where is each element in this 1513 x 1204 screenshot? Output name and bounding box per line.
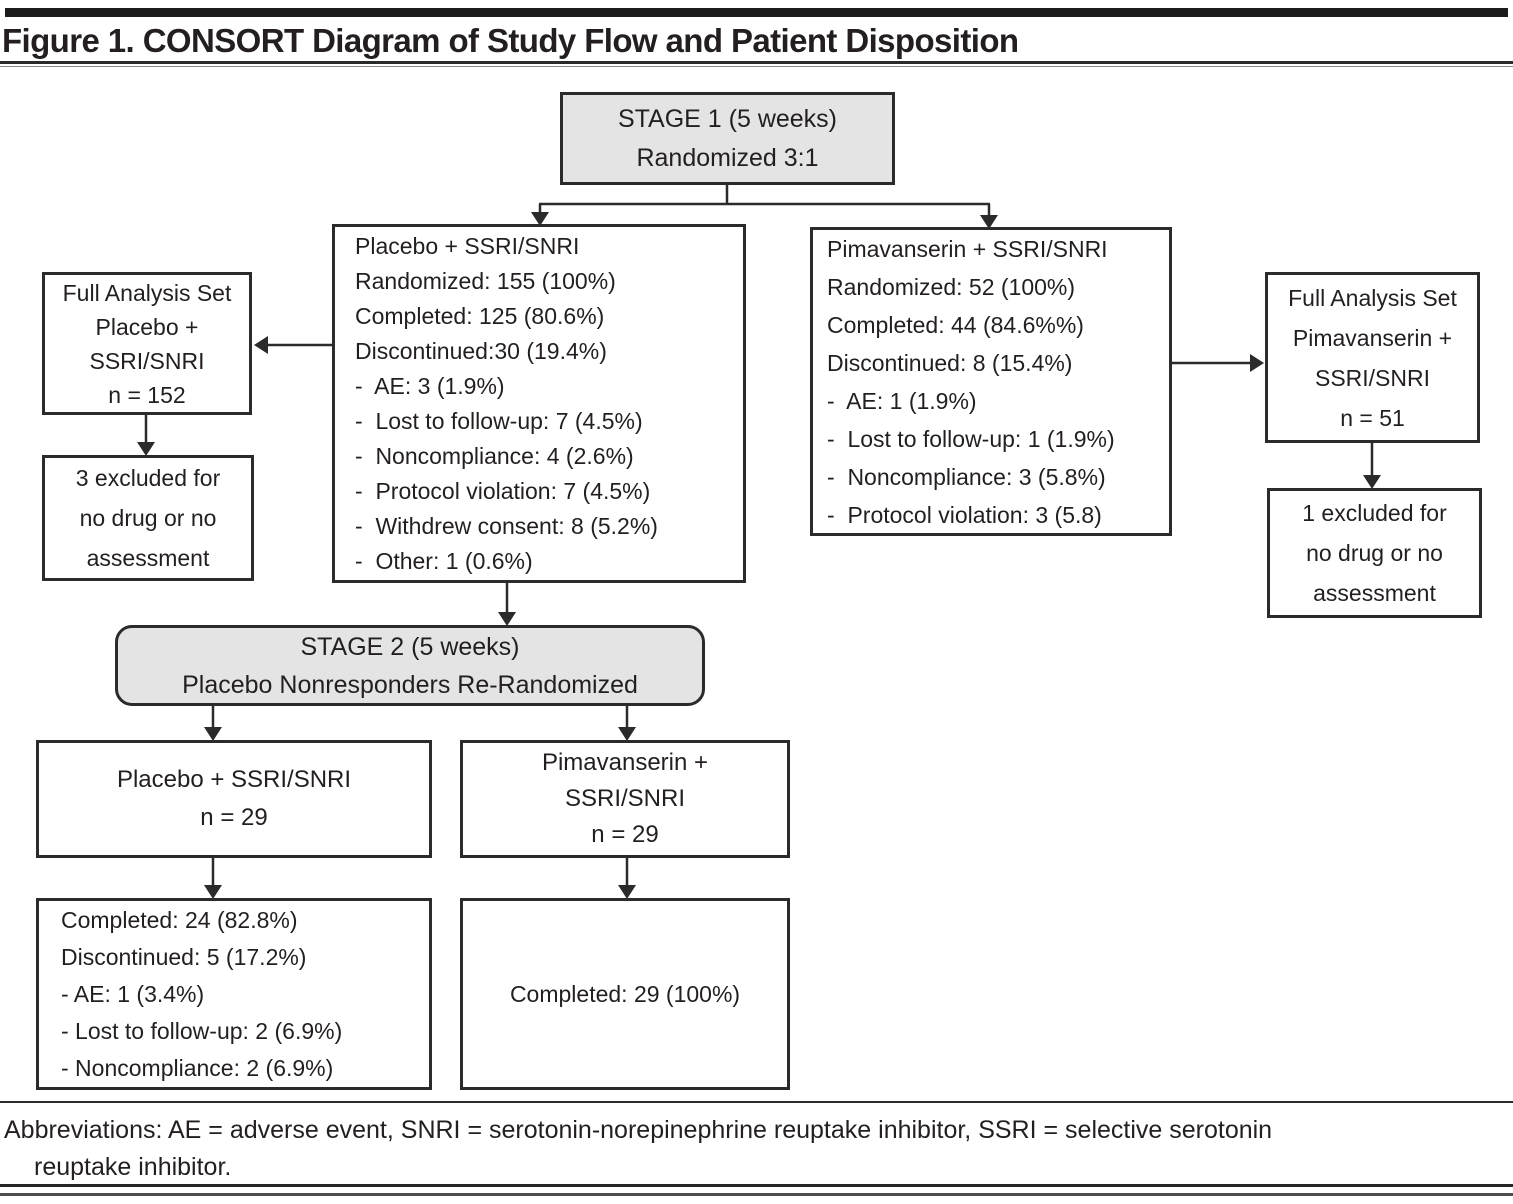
full-analysis-set-placebo-box: Full Analysis Set Placebo + SSRI/SNRI n …	[42, 272, 252, 415]
connector-pima-to-fas	[1172, 354, 1264, 372]
connector-fas-to-excluded-right	[1363, 443, 1381, 489]
fas-arm2: SSRI/SNRI	[89, 347, 205, 374]
arrow-down-icon	[204, 885, 222, 899]
discontinued-count: Discontinued: 8 (15.4%)	[827, 349, 1073, 376]
discontinued-count: Discontinued: 5 (17.2%)	[61, 943, 307, 970]
connector-stage2-to-arm-right	[618, 705, 636, 741]
fas-title: Full Analysis Set	[62, 279, 232, 306]
figure-title: Figure 1. CONSORT Diagram of Study Flow …	[2, 22, 1019, 59]
stage1-box: STAGE 1 (5 weeks) Randomized 3:1	[560, 92, 895, 185]
connector-stage2-to-arm-left	[204, 705, 222, 741]
arrow-down-icon	[531, 212, 549, 226]
fas-title: Full Analysis Set	[1288, 284, 1457, 311]
arm-title: Pimavanserin +	[541, 749, 709, 776]
completed-count: Completed: 125 (80.6%)	[355, 302, 605, 329]
completed-count: Completed: 44 (84.6%%)	[827, 311, 1084, 338]
excluded-line: assessment	[1313, 580, 1436, 606]
reason-ae: - AE: 1 (3.4%)	[61, 980, 205, 1007]
arm-title: Placebo + SSRI/SNRI	[355, 232, 580, 259]
reason-ae: - AE: 1 (1.9%)	[827, 387, 977, 414]
arrow-down-icon	[618, 727, 636, 741]
stage1-subtitle: Randomized 3:1	[636, 143, 819, 172]
full-analysis-set-pimavanserin-box: Full Analysis Set Pimavanserin + SSRI/SN…	[1265, 272, 1480, 443]
title-rule	[0, 61, 1513, 67]
reason-lost: - Lost to follow-up: 7 (4.5%)	[355, 407, 643, 434]
completed-count: Completed: 24 (82.8%)	[61, 906, 298, 933]
fas-n: n = 152	[108, 381, 186, 408]
arm-n: n = 29	[591, 821, 659, 848]
excluded-line: no drug or no	[79, 505, 217, 531]
excluded-line: 3 excluded for	[75, 465, 221, 491]
fas-n: n = 51	[1340, 404, 1405, 431]
discontinued-count: Discontinued:30 (19.4%)	[355, 337, 607, 364]
bottom-rule	[0, 1184, 1513, 1196]
arrow-down-icon	[1363, 475, 1381, 489]
reason-withdrew: - Withdrew consent: 8 (5.2%)	[355, 512, 658, 539]
arrow-left-icon	[254, 336, 268, 354]
arrow-down-icon	[137, 442, 155, 456]
arm-title: Placebo + SSRI/SNRI	[116, 766, 352, 793]
footnote-line-1: Abbreviations: AE = adverse event, SNRI …	[4, 1116, 1273, 1144]
randomized-count: Randomized: 52 (100%)	[827, 273, 1076, 300]
arrow-down-icon	[498, 612, 516, 626]
pimavanserin-arm-box: Pimavanserin + SSRI/SNRI Randomized: 52 …	[810, 227, 1172, 536]
connector-placebo-to-fas	[254, 336, 332, 354]
connector-arm-right-to-outcome	[618, 858, 636, 899]
fas-arm: Placebo +	[95, 313, 199, 340]
fas-arm2: SSRI/SNRI	[1314, 364, 1431, 391]
footnote-line-2: reuptake inhibitor.	[34, 1153, 232, 1181]
reason-noncompliance: - Noncompliance: 2 (6.9%)	[61, 1054, 334, 1081]
connector-fas-to-excluded-left	[137, 415, 155, 456]
reason-lost: - Lost to follow-up: 2 (6.9%)	[61, 1017, 343, 1044]
stage2-box: STAGE 2 (5 weeks) Placebo Nonresponders …	[115, 625, 705, 706]
stage2-placebo-box: Placebo + SSRI/SNRI n = 29	[36, 740, 432, 858]
placebo-arm-box: Placebo + SSRI/SNRI Randomized: 155 (100…	[332, 224, 746, 583]
abbreviations-footnote: Abbreviations: AE = adverse event, SNRI …	[4, 1112, 1509, 1186]
arm-title: Pimavanserin + SSRI/SNRI	[827, 235, 1108, 262]
footnote-rule	[0, 1101, 1513, 1103]
excluded-pimavanserin-box: 1 excluded for no drug or no assessment	[1267, 488, 1482, 618]
excluded-placebo-box: 3 excluded for no drug or no assessment	[42, 455, 254, 581]
reason-other: - Other: 1 (0.6%)	[355, 547, 533, 574]
randomized-count: Randomized: 155 (100%)	[355, 267, 616, 294]
stage1-title: STAGE 1 (5 weeks)	[617, 104, 838, 133]
fas-arm: Pimavanserin +	[1292, 324, 1453, 351]
stage2-title: STAGE 2 (5 weeks)	[300, 632, 520, 661]
reason-noncompliance: - Noncompliance: 3 (5.8%)	[827, 463, 1106, 490]
stage2-placebo-outcome-box: Completed: 24 (82.8%) Discontinued: 5 (1…	[36, 898, 432, 1090]
excluded-line: no drug or no	[1306, 540, 1443, 566]
arrow-down-icon	[204, 727, 222, 741]
completed-count: Completed: 29 (100%)	[509, 980, 741, 1007]
connector-arm-left-to-outcome	[204, 858, 222, 899]
arrow-down-icon	[618, 885, 636, 899]
stage2-pimavanserin-box: Pimavanserin + SSRI/SNRI n = 29	[460, 740, 790, 858]
arrow-down-icon	[980, 215, 998, 229]
arrow-right-icon	[1250, 354, 1264, 372]
arm-n: n = 29	[200, 804, 268, 831]
reason-lost: - Lost to follow-up: 1 (1.9%)	[827, 425, 1115, 452]
reason-protocol: - Protocol violation: 3 (5.8)	[827, 501, 1102, 528]
connector-placebo-to-stage2	[498, 582, 516, 626]
excluded-line: 1 excluded for	[1302, 500, 1447, 526]
arm-title2: SSRI/SNRI	[564, 785, 686, 812]
connector-stage1-branch	[531, 185, 998, 229]
stage2-pimavanserin-outcome-box: Completed: 29 (100%)	[460, 898, 790, 1090]
reason-ae: - AE: 3 (1.9%)	[355, 372, 505, 399]
excluded-line: assessment	[86, 545, 210, 571]
stage2-subtitle: Placebo Nonresponders Re-Randomized	[182, 670, 638, 699]
reason-noncompliance: - Noncompliance: 4 (2.6%)	[355, 442, 634, 469]
reason-protocol: - Protocol violation: 7 (4.5%)	[355, 477, 651, 504]
top-rule	[5, 8, 1508, 17]
